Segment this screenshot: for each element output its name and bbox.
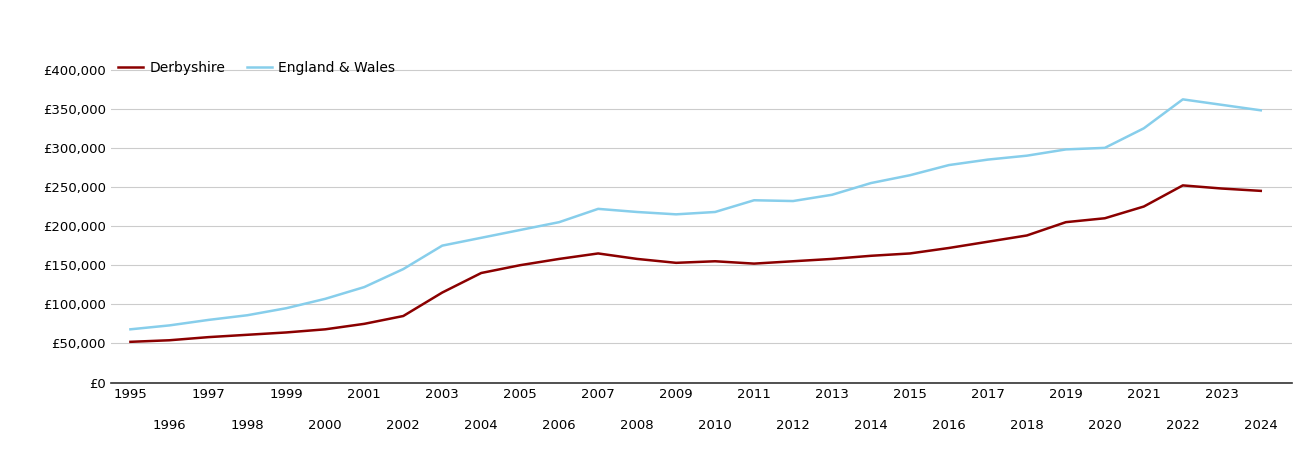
Legend: Derbyshire, England & Wales: Derbyshire, England & Wales <box>117 61 395 75</box>
Derbyshire <box>356 321 372 327</box>
Derbyshire <box>513 262 529 268</box>
Derbyshire <box>1253 188 1268 194</box>
Derbyshire <box>317 327 333 332</box>
England & Wales <box>590 206 606 211</box>
Derbyshire <box>786 259 801 264</box>
England & Wales <box>123 327 138 332</box>
England & Wales <box>863 180 878 186</box>
Derbyshire <box>863 253 878 258</box>
Line: England & Wales: England & Wales <box>130 99 1261 329</box>
England & Wales <box>162 323 177 328</box>
Derbyshire <box>629 256 645 261</box>
Derbyshire <box>1214 186 1229 191</box>
Derbyshire <box>1174 183 1190 188</box>
Derbyshire <box>240 332 256 338</box>
England & Wales <box>474 235 489 240</box>
England & Wales <box>1214 102 1229 108</box>
England & Wales <box>1174 97 1190 102</box>
Derbyshire <box>123 339 138 345</box>
England & Wales <box>278 306 294 311</box>
England & Wales <box>786 198 801 204</box>
England & Wales <box>668 212 684 217</box>
England & Wales <box>1253 108 1268 113</box>
England & Wales <box>941 162 957 168</box>
Derbyshire <box>1019 233 1035 238</box>
Derbyshire <box>474 270 489 276</box>
England & Wales <box>435 243 450 248</box>
Derbyshire <box>201 334 217 340</box>
Derbyshire <box>707 259 723 264</box>
England & Wales <box>1137 126 1152 131</box>
Derbyshire <box>668 260 684 265</box>
England & Wales <box>746 198 762 203</box>
Derbyshire <box>1058 220 1074 225</box>
Derbyshire <box>1098 216 1113 221</box>
England & Wales <box>356 284 372 290</box>
England & Wales <box>1058 147 1074 152</box>
Derbyshire <box>902 251 917 256</box>
England & Wales <box>240 313 256 318</box>
England & Wales <box>980 157 996 162</box>
England & Wales <box>707 209 723 215</box>
Derbyshire <box>278 330 294 335</box>
England & Wales <box>513 227 529 233</box>
England & Wales <box>825 192 840 198</box>
Derbyshire <box>1137 204 1152 209</box>
England & Wales <box>629 209 645 215</box>
Derbyshire <box>980 239 996 244</box>
Derbyshire <box>162 338 177 343</box>
Derbyshire <box>746 261 762 266</box>
Derbyshire <box>395 313 411 319</box>
Derbyshire <box>435 290 450 295</box>
England & Wales <box>395 266 411 272</box>
England & Wales <box>201 317 217 323</box>
Derbyshire <box>825 256 840 261</box>
Derbyshire <box>590 251 606 256</box>
Derbyshire <box>941 245 957 251</box>
England & Wales <box>1098 145 1113 151</box>
Derbyshire <box>551 256 566 261</box>
Line: Derbyshire: Derbyshire <box>130 185 1261 342</box>
England & Wales <box>551 220 566 225</box>
England & Wales <box>1019 153 1035 158</box>
England & Wales <box>317 296 333 302</box>
England & Wales <box>902 172 917 178</box>
